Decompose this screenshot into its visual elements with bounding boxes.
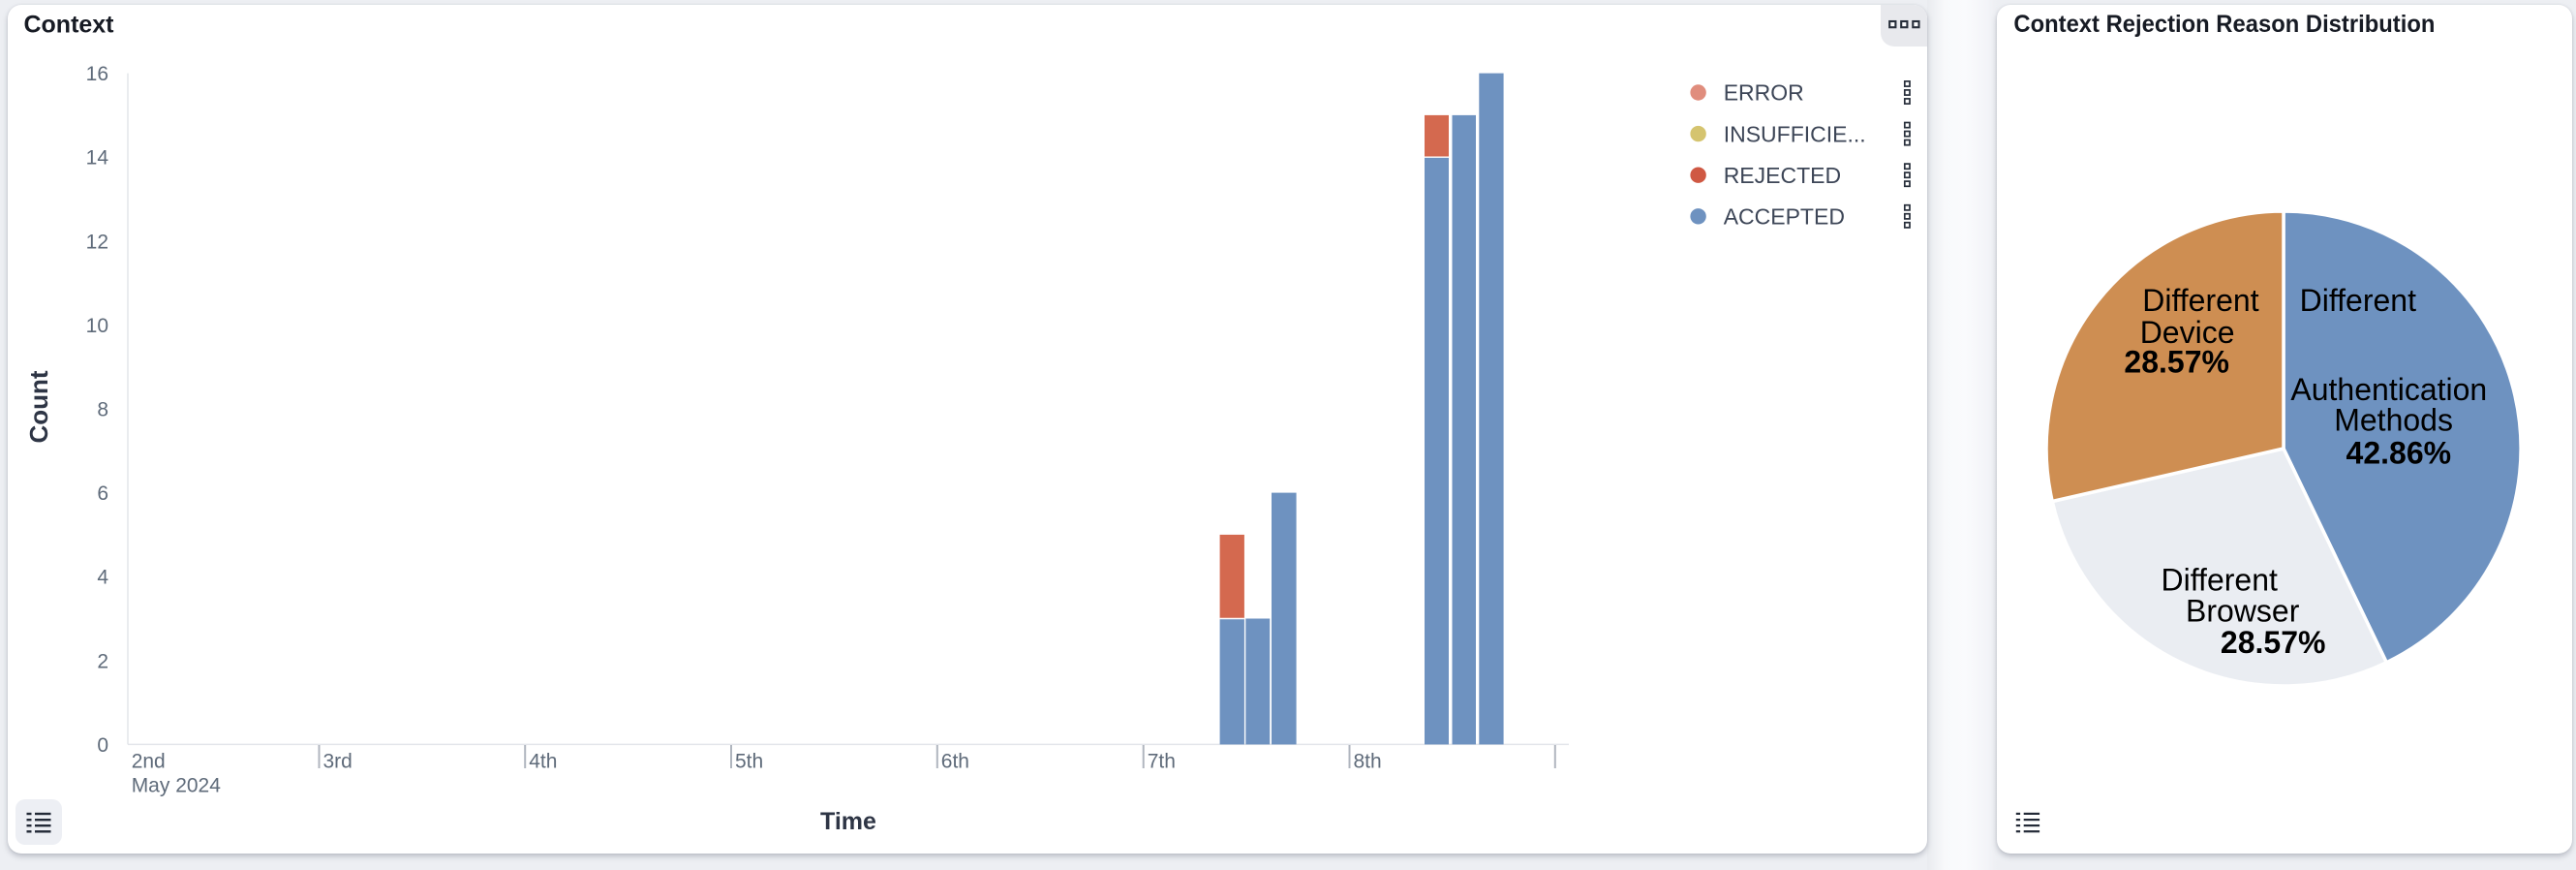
svg-text:4th: 4th xyxy=(529,750,557,772)
svg-text:42.86%: 42.86% xyxy=(2346,435,2452,470)
svg-text:Count: Count xyxy=(24,370,53,443)
svg-text:Context Rejection Reason Distr: Context Rejection Reason Distribution xyxy=(2013,11,2435,38)
svg-text:8th: 8th xyxy=(1354,750,1382,772)
svg-text:Context: Context xyxy=(24,12,115,39)
svg-text:Authentication: Authentication xyxy=(2290,372,2487,407)
svg-text:Time: Time xyxy=(820,808,876,835)
svg-text:10: 10 xyxy=(86,315,108,337)
svg-text:16: 16 xyxy=(86,63,108,85)
svg-text:28.57%: 28.57% xyxy=(2124,345,2229,380)
svg-text:Different: Different xyxy=(2300,283,2416,318)
svg-text:Device: Device xyxy=(2140,315,2235,350)
svg-text:4: 4 xyxy=(97,567,108,589)
svg-text:May 2024: May 2024 xyxy=(132,775,222,797)
svg-text:6th: 6th xyxy=(941,750,969,772)
svg-text:6: 6 xyxy=(97,482,108,505)
svg-text:INSUFFICIE...: INSUFFICIE... xyxy=(1724,121,1866,146)
svg-text:7th: 7th xyxy=(1148,750,1176,772)
svg-text:Browser: Browser xyxy=(2186,593,2300,628)
svg-text:2: 2 xyxy=(97,650,108,672)
svg-text:ERROR: ERROR xyxy=(1724,80,1804,106)
svg-text:5th: 5th xyxy=(735,750,763,772)
svg-text:ACCEPTED: ACCEPTED xyxy=(1724,204,1845,230)
svg-text:8: 8 xyxy=(97,399,108,421)
svg-text:2nd: 2nd xyxy=(132,750,166,772)
svg-text:Different: Different xyxy=(2162,563,2278,598)
svg-text:14: 14 xyxy=(86,147,109,170)
svg-text:Methods: Methods xyxy=(2334,403,2453,438)
svg-text:28.57%: 28.57% xyxy=(2221,625,2326,660)
svg-text:3rd: 3rd xyxy=(323,750,353,772)
svg-text:12: 12 xyxy=(86,231,108,253)
svg-text:0: 0 xyxy=(97,734,108,757)
svg-text:Different: Different xyxy=(2142,283,2258,318)
svg-text:REJECTED: REJECTED xyxy=(1724,163,1841,188)
